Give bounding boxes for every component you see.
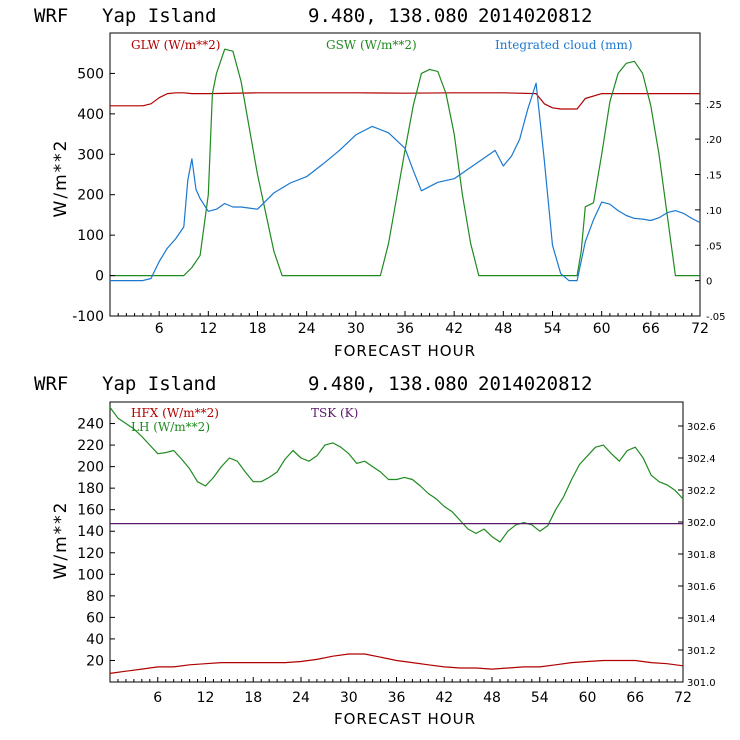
chart1-y2-tick-label: .25 (706, 100, 722, 111)
chart2-x-tick-label: 48 (483, 690, 501, 706)
chart2-y-tick-label: 100 (77, 567, 104, 583)
chart2-y-axis-right: 301.0 301.2 301.4 301.6 301.8 302.0 302.2 302.4… (678, 422, 716, 689)
chart2-legend-hfx: HFX (W/m**2) (131, 406, 219, 420)
chart1-legend-cloud: Integrated cloud (mm) (495, 38, 633, 52)
chart2-title-model: WRF (34, 373, 68, 395)
chart1-x-axis: 6 12 18 24 30 36 42 48 54 60 66 72 (117, 311, 709, 337)
chart1-y2-tick-label: .20 (706, 135, 722, 146)
chart1-x-tick-label: 18 (249, 321, 267, 337)
chart2-x-tick-label: 66 (626, 690, 644, 706)
chart2-y-tick-label: 20 (86, 653, 104, 669)
chart1-y-tick-label: -100 (72, 309, 104, 325)
chart2-legend-lh: LH (W/m**2) (131, 420, 210, 434)
chart2-x-tick-label: 12 (197, 690, 215, 706)
chart2-x-tick-label: 72 (674, 690, 692, 706)
chart2-x-tick-label: 6 (153, 690, 162, 706)
chart1-y-tick-label: 100 (77, 228, 104, 244)
chart1-series-lines (110, 48, 701, 282)
chart2-series-hfx-line (109, 653, 684, 674)
chart2-y-tick-label: 220 (77, 438, 104, 454)
chart2-y-tick-label: 60 (86, 610, 104, 626)
chart1-series-integrated-line (110, 82, 701, 282)
chart1-x-tick-label: 66 (642, 321, 660, 337)
chart1-y-axis-label: W/m**2 (51, 139, 71, 218)
chart1-y-tick-label: 400 (77, 107, 104, 123)
chart2-y-tick-label: 80 (86, 589, 104, 605)
chart2-y2-tick-label: 301.8 (687, 550, 716, 561)
chart2-legend-tsk: TSK (K) (311, 406, 358, 420)
chart2-y2-tick-label: 302.0 (687, 518, 716, 529)
chart2-x-tick-label: 42 (435, 690, 453, 706)
chart1-x-axis-label: FORECAST HOUR (334, 342, 476, 360)
chart1-x-tick-label: 60 (593, 321, 611, 337)
chart2-y2-tick-label: 302.6 (687, 422, 716, 433)
chart2-x-tick-label: 24 (292, 690, 310, 706)
chart2-y-tick-label: 180 (77, 481, 104, 497)
chart2-y2-tick-label: 301.2 (687, 646, 716, 657)
chart1-y2-tick-label: -.05 (706, 312, 726, 323)
chart1-title-coords: 9.480, 138.080 (308, 5, 468, 27)
chart2-title-init: 2014020812 (478, 373, 592, 395)
chart1-title-location: Yap Island (102, 5, 216, 27)
chart2-x-axis-label: FORECAST HOUR (334, 710, 476, 728)
chart1-legend-glw: GLW (W/m**2) (131, 38, 220, 52)
chart1-y2-tick-label: .10 (706, 206, 722, 217)
chart2-y-tick-label: 120 (77, 546, 104, 562)
chart2-x-tick-label: 60 (579, 690, 597, 706)
chart2-series-lh-line (109, 407, 684, 543)
chart1-x-tick-label: 36 (396, 321, 414, 337)
chart2-y-tick-label: 140 (77, 524, 104, 540)
chart2-x-tick-label: 18 (244, 690, 262, 706)
chart2-y2-tick-label: 302.2 (687, 486, 716, 497)
chart-heat-flux: WRF Yap Island 9.480, 138.080 2014020812… (34, 373, 716, 728)
chart1-x-tick-label: 72 (691, 321, 709, 337)
chart2-y2-tick-label: 302.4 (687, 454, 716, 465)
chart2-y-tick-label: 240 (77, 417, 104, 433)
chart2-plot-frame (109, 401, 684, 683)
chart1-plot-frame (109, 32, 701, 317)
chart1-series-gsw-line (110, 48, 700, 277)
chart1-title-init: 2014020812 (478, 5, 592, 27)
chart2-y-tick-label: 160 (77, 503, 104, 519)
chart2-y-axis-left: 20 40 60 80 100 120 140 160 180 200 220 240 (77, 417, 115, 669)
chart1-y-tick-label: 200 (77, 188, 104, 204)
chart1-legend-gsw: GSW (W/m**2) (326, 38, 417, 52)
chart1-x-tick-label: 48 (494, 321, 512, 337)
chart1-y2-tick-label: .05 (706, 241, 722, 252)
chart2-x-tick-label: 54 (531, 690, 549, 706)
chart1-title-model: WRF (34, 5, 68, 27)
chart1-x-tick-label: 6 (155, 321, 164, 337)
chart2-title-location: Yap Island (102, 373, 216, 395)
chart2-y-axis-label: W/m**2 (51, 501, 71, 580)
chart1-y-tick-label: 500 (77, 66, 104, 82)
chart2-x-tick-label: 30 (340, 690, 358, 706)
chart1-y-axis-left: -100 0 100 200 300 400 500 (72, 66, 115, 325)
chart2-x-axis: 6 12 18 24 30 36 42 48 54 60 66 72 (117, 677, 692, 706)
chart1-x-tick-label: 42 (445, 321, 463, 337)
chart2-y-tick-label: 200 (77, 460, 104, 476)
chart-radiation-cloud: WRF Yap Island 9.480, 138.080 2014020812… (34, 5, 726, 360)
chart2-y2-tick-label: 301.6 (687, 582, 716, 593)
chart1-y2-tick-label: 0 (706, 277, 712, 288)
chart2-y2-tick-label: 301.4 (687, 614, 716, 625)
chart1-y-tick-label: 300 (77, 147, 104, 163)
chart1-y2-tick-label: .15 (706, 171, 722, 182)
chart1-x-tick-label: 30 (347, 321, 365, 337)
chart1-y-axis-right: -.05 0 .05 .10 .15 .20 .25 (695, 100, 726, 323)
chart1-x-tick-label: 54 (544, 321, 562, 337)
chart2-y-tick-label: 40 (86, 632, 104, 648)
chart2-title-coords: 9.480, 138.080 (308, 373, 468, 395)
chart2-x-tick-label: 36 (388, 690, 406, 706)
chart2-series-lines (109, 407, 684, 674)
chart2-y2-tick-label: 301.0 (687, 678, 716, 689)
chart1-x-tick-label: 12 (199, 321, 217, 337)
chart1-y-tick-label: 0 (95, 269, 104, 285)
chart1-series-glw-line (110, 92, 700, 110)
chart1-x-tick-label: 24 (298, 321, 316, 337)
